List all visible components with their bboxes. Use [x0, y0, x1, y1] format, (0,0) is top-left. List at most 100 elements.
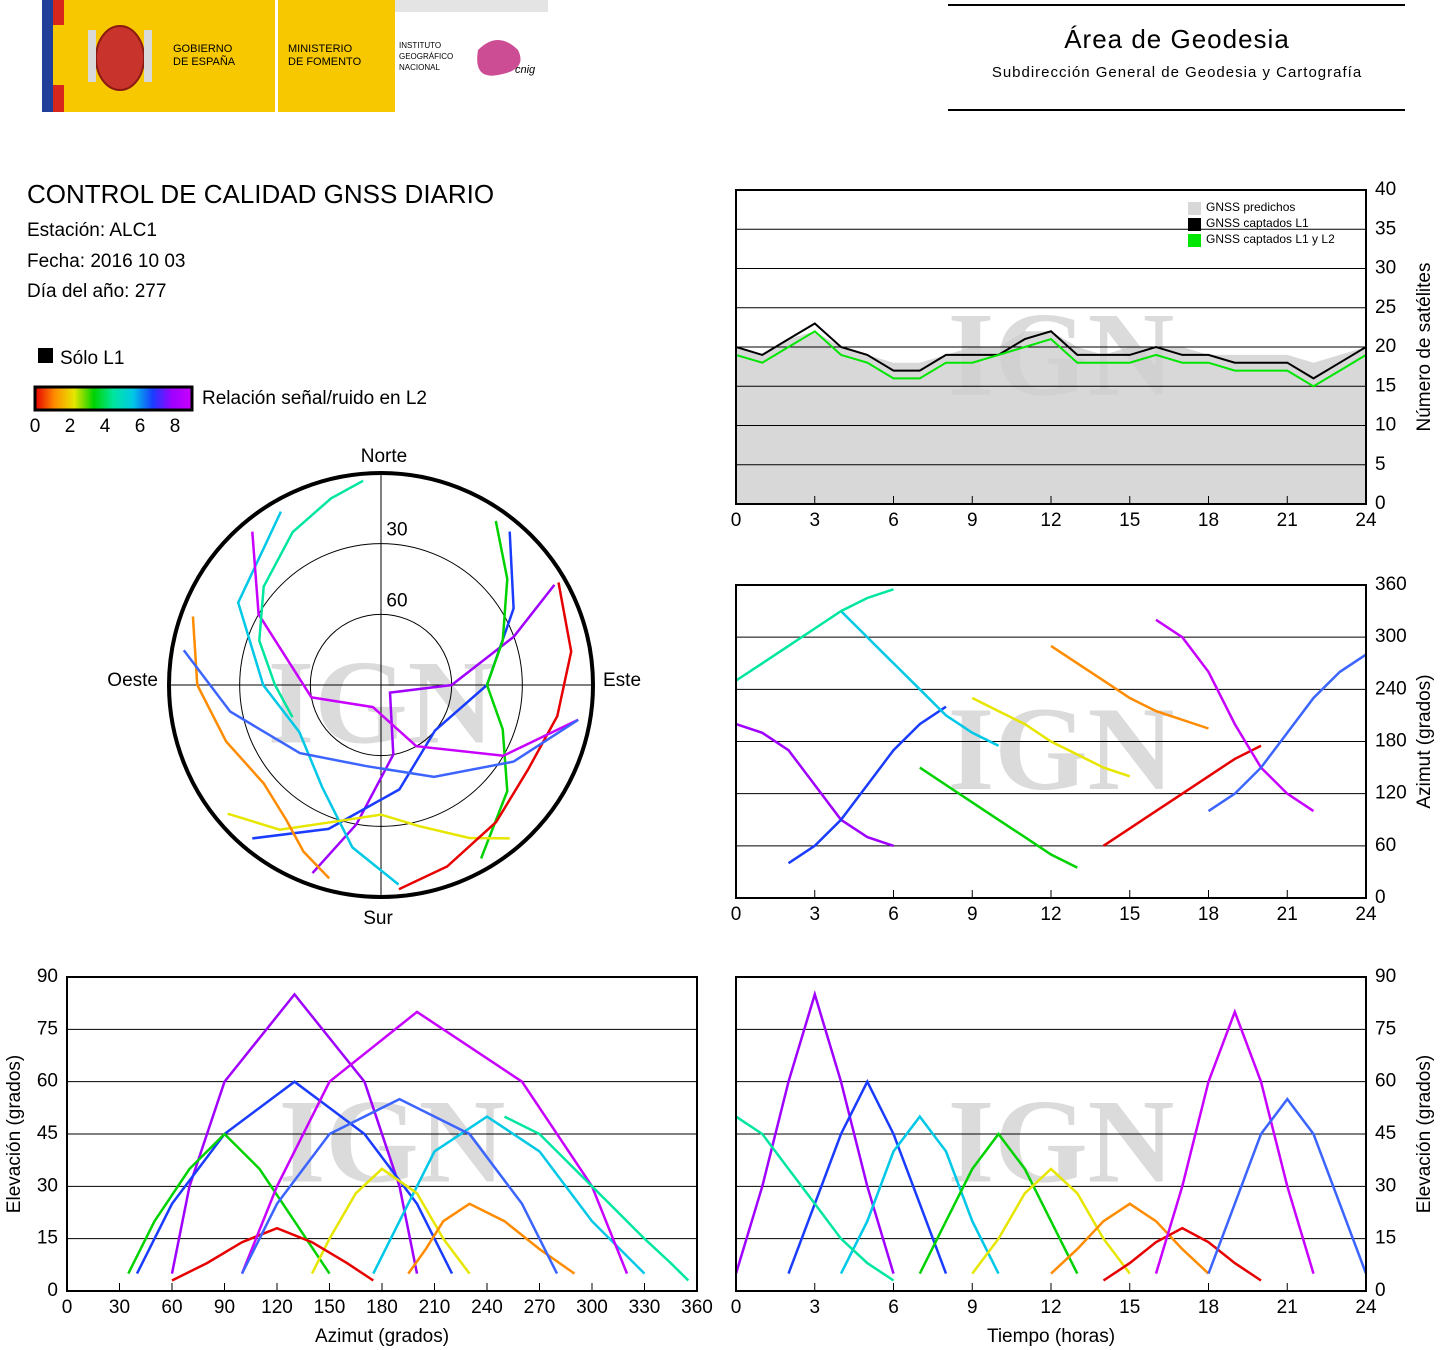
y-tick-label: 30	[1375, 258, 1396, 279]
date: Fecha: 2016 10 03	[27, 251, 185, 272]
plot-area: IGN	[169, 473, 593, 897]
header-subtitle: Subdirección General de Geodesia y Carto…	[992, 64, 1362, 81]
chart: IGN 0 15 30 45 60 75 90 0 3 6 9 12 15 18 21 24 Tiempo (ho…	[731, 966, 1435, 1347]
institute-line: INSTITUTO	[399, 41, 441, 50]
x-tick-label: 150	[314, 1297, 346, 1318]
y-tick-label: 10	[1375, 415, 1396, 436]
x-tick-label: 24	[1355, 510, 1377, 531]
series-line	[1102, 1226, 1262, 1282]
x-tick-label: 15	[1119, 1297, 1140, 1318]
sky-track	[252, 531, 515, 840]
x-tick-label: 270	[524, 1297, 556, 1318]
institute-line: NACIONAL	[399, 63, 440, 72]
x-tick-label: 6	[888, 904, 899, 925]
plot-area: IGN	[736, 190, 1366, 504]
plot-frame	[167, 471, 595, 899]
y-tick-label: 120	[1375, 783, 1407, 804]
plot-area: IGN	[736, 585, 1366, 898]
legend-swatch	[1188, 234, 1201, 247]
ring-label: 30	[386, 520, 407, 541]
y-tick-label: 0	[1375, 887, 1386, 908]
snr-label: Relación señal/ruido en L2	[202, 388, 427, 409]
series-line	[1050, 1202, 1210, 1275]
x-tick-label: 6	[888, 510, 899, 531]
x-tick-label: 3	[809, 1297, 820, 1318]
sky-track	[479, 520, 509, 859]
ministry-line: DE FOMENTO	[288, 56, 362, 68]
y-tick-label: 0	[47, 1280, 58, 1301]
y-tick-label: 45	[37, 1123, 58, 1144]
series-line	[736, 588, 894, 682]
series-line	[1102, 744, 1262, 847]
y-axis-label: Elevación (grados)	[4, 1055, 25, 1213]
series-line	[1155, 618, 1315, 813]
x-tick-label: 90	[214, 1297, 235, 1318]
x-tick-label: 15	[1119, 510, 1140, 531]
series-line	[310, 1167, 471, 1275]
x-tick-label: 3	[809, 904, 820, 925]
sky-track	[251, 531, 579, 757]
x-tick-label: 120	[261, 1297, 293, 1318]
gov-line: GOBIERNO	[173, 43, 233, 55]
series-line	[736, 322, 1366, 380]
y-tick-label: 30	[1375, 1175, 1396, 1196]
series-line	[840, 610, 1000, 747]
sky-track	[236, 511, 400, 886]
series-line	[839, 1114, 1000, 1275]
x-tick-label: 30	[109, 1297, 130, 1318]
x-tick-label: 180	[366, 1297, 398, 1318]
gov-line: DE ESPAÑA	[173, 55, 236, 68]
y-tick-label: 15	[37, 1228, 58, 1249]
series-line	[1207, 1097, 1366, 1275]
snr-tick-label: 6	[135, 416, 146, 437]
x-tick-label: 300	[576, 1297, 608, 1318]
sky-track	[227, 812, 510, 840]
x-tick-label: 6	[888, 1297, 899, 1318]
y-axis-label: Azimut (grados)	[1414, 674, 1435, 808]
x-tick-label: 0	[731, 904, 742, 925]
y-tick-label: 40	[1375, 179, 1396, 200]
series-line	[372, 1115, 646, 1275]
direction-label: Oeste	[107, 670, 158, 691]
y-tick-label: 75	[1375, 1018, 1396, 1039]
x-tick-label: 12	[1040, 904, 1061, 925]
logo-block: GOBIERNO DE ESPAÑA MINISTERIO DE FOMENTO…	[42, 0, 548, 112]
y-tick-label: 60	[1375, 1071, 1396, 1092]
snr-tick-label: 4	[100, 416, 111, 437]
series-line	[503, 1115, 690, 1282]
x-tick-label: 9	[967, 510, 978, 531]
x-tick-label: 0	[731, 510, 742, 531]
legend-label: GNSS captados L1	[1206, 216, 1309, 230]
direction-label: Norte	[361, 446, 407, 467]
area	[736, 331, 1366, 504]
x-tick-label: 12	[1040, 1297, 1061, 1318]
y-tick-label: 0	[1375, 493, 1386, 514]
header-title: Área de Geodesia	[1064, 24, 1290, 54]
chart: IGN 0 5 10 15 20 25 30 35 40 0 3 6 9 12 15 18 21 24 Número …	[731, 179, 1435, 531]
y-tick-label: 60	[1375, 835, 1396, 856]
y-tick-label: 360	[1375, 574, 1407, 595]
x-tick-label: 9	[967, 1297, 978, 1318]
y-tick-label: 30	[37, 1175, 58, 1196]
series-line	[1050, 644, 1209, 730]
day-of-year: Día del año: 277	[27, 281, 166, 302]
x-tick-label: 9	[967, 904, 978, 925]
series-line	[971, 1167, 1131, 1275]
series-line	[736, 990, 895, 1274]
legend-swatch	[1188, 202, 1201, 215]
series-line	[407, 1202, 576, 1275]
series-line	[736, 722, 894, 847]
y-tick-label: 90	[37, 966, 58, 987]
series-line	[171, 1226, 374, 1282]
series-line	[170, 992, 419, 1274]
sky-track	[398, 582, 573, 891]
series-line	[127, 1132, 331, 1275]
y-axis-label: Número de satélites	[1414, 263, 1435, 432]
legend-swatch	[1188, 218, 1201, 231]
x-tick-label: 3	[809, 510, 820, 531]
x-tick-label: 18	[1198, 904, 1219, 925]
l1-swatch	[38, 348, 53, 363]
y-tick-label: 15	[1375, 375, 1396, 396]
